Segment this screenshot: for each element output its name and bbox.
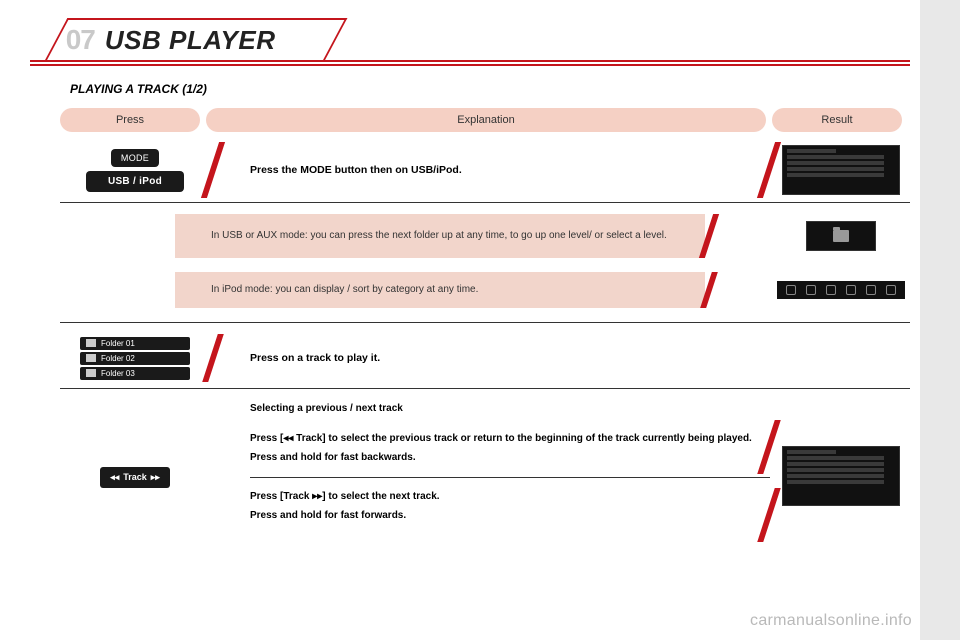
category-icon	[846, 285, 856, 295]
category-icon	[826, 285, 836, 295]
row-divider	[60, 388, 910, 389]
inner-divider	[250, 477, 770, 478]
category-icon	[786, 285, 796, 295]
explanation-text: Press the MODE button then on USB/iPod.	[250, 164, 462, 176]
row-divider	[60, 202, 910, 203]
category-icon	[866, 285, 876, 295]
column-header-row: Press Explanation Result	[60, 108, 910, 132]
tip-text: In USB or AUX mode: you can press the ne…	[211, 229, 667, 243]
folder-button: Folder 01	[80, 337, 190, 350]
row-divider	[60, 322, 910, 323]
column-press: Press	[60, 108, 200, 132]
tip-text: In iPod mode: you can display / sort by …	[211, 283, 478, 297]
tip-result-cell	[776, 214, 906, 258]
result-cell-mode	[776, 142, 906, 198]
forward-icon: ▸▸	[151, 472, 160, 483]
press-cell-track: ◂◂ Track ▸▸	[60, 462, 210, 492]
header-underline	[30, 60, 910, 66]
folder-icon	[86, 354, 96, 362]
row-mode: MODE USB / iPod Press the MODE button th…	[60, 142, 910, 198]
usb-ipod-button: USB / iPod	[86, 171, 184, 192]
folder-button-stack: Folder 01 Folder 02 Folder 03	[80, 337, 190, 380]
track-button-label: Track	[123, 472, 147, 482]
category-icon	[806, 285, 816, 295]
folder-icon	[86, 339, 96, 347]
rewind-icon: ◂◂	[110, 472, 119, 483]
mode-button: MODE	[111, 149, 159, 167]
column-explanation: Explanation	[206, 108, 766, 132]
track-next-line2: Press and hold for fast forwards.	[250, 510, 406, 521]
folder-label: Folder 03	[101, 369, 135, 378]
track-subheading: Selecting a previous / next track	[250, 403, 403, 414]
explanation-cell-track: Selecting a previous / next track Press …	[220, 402, 760, 552]
sub-heading: PLAYING A TRACK (1/2)	[70, 82, 207, 96]
track-next-line1: Press [Track ▸▸] to select the next trac…	[250, 491, 440, 502]
explanation-cell-mode: Press the MODE button then on USB/iPod.	[220, 142, 760, 198]
track-prev-line1: Press [◂◂ Track] to select the previous …	[250, 433, 752, 444]
folder-button: Folder 03	[80, 367, 190, 380]
folder-up-screenshot	[806, 221, 876, 251]
column-result: Result	[772, 108, 902, 132]
page-header: 07 USB PLAYER	[30, 18, 910, 62]
section-title: USB PLAYER	[105, 25, 276, 56]
section-number: 07	[66, 24, 95, 56]
category-bar-screenshot	[777, 281, 905, 299]
press-cell-folders: Folder 01 Folder 02 Folder 03	[60, 334, 210, 382]
manual-page: 07 USB PLAYER PLAYING A TRACK (1/2) Pres…	[0, 0, 960, 640]
header-tab-shape: 07 USB PLAYER	[44, 18, 347, 62]
right-margin-strip	[920, 0, 960, 640]
press-cell-mode: MODE USB / iPod	[60, 142, 210, 198]
folder-label: Folder 02	[101, 354, 135, 363]
track-prev-next-button: ◂◂ Track ▸▸	[100, 467, 170, 488]
result-cell-track	[776, 446, 906, 506]
watermark-text: carmanualsonline.info	[750, 612, 912, 630]
track-prev-line2: Press and hold for fast backwards.	[250, 452, 416, 463]
result-screenshot	[782, 446, 900, 506]
tip-result-cell	[776, 281, 906, 299]
folder-up-icon	[833, 230, 849, 242]
result-screenshot	[782, 145, 900, 195]
explanation-cell-folders: Press on a track to play it.	[220, 334, 760, 382]
folder-label: Folder 01	[101, 339, 135, 348]
tip-box-ipod: In iPod mode: you can display / sort by …	[175, 272, 705, 308]
row-folders: Folder 01 Folder 02 Folder 03 Press on a…	[60, 334, 910, 382]
folder-icon	[86, 369, 96, 377]
category-icon	[886, 285, 896, 295]
explanation-text: Press on a track to play it.	[250, 352, 380, 364]
row-track: ◂◂ Track ▸▸ Selecting a previous / next …	[60, 402, 910, 552]
tip-box-usb-aux: In USB or AUX mode: you can press the ne…	[175, 214, 705, 258]
folder-button: Folder 02	[80, 352, 190, 365]
